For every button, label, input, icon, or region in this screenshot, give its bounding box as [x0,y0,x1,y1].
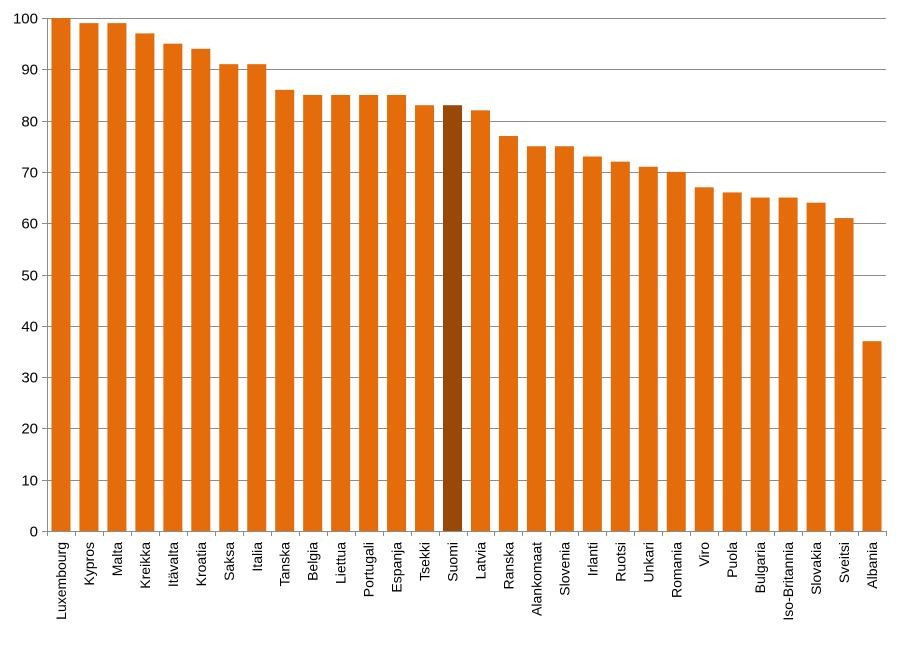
y-tick-label: 70 [21,165,38,182]
bar [498,135,518,532]
x-tick-label: Itävalta [165,542,181,587]
bar [247,64,267,532]
x-tick-label: Sveitsi [836,542,852,583]
bars [51,18,882,532]
bar [79,23,99,531]
bar [219,64,239,532]
bar [470,110,490,531]
x-tick-label: Malta [109,542,125,576]
bar [526,146,546,531]
x-tick-label: Latvia [472,542,488,580]
x-tick-label: Luxembourg [53,542,69,620]
bar [666,171,686,531]
x-tick-label: Puola [724,542,740,578]
x-tick-label: Portugali [361,542,377,597]
y-tick-label: 0 [30,524,38,541]
x-tick-label: Bulgaria [752,542,768,594]
bar [415,105,435,532]
x-tick-label: Tanska [277,542,293,587]
x-tick-label: Kroatia [193,542,209,587]
x-tick-label: Liettua [333,542,349,584]
bar [722,192,742,532]
x-tick-label: Viro [696,542,712,567]
y-tick-label: 90 [21,62,38,79]
bar [582,156,602,531]
x-tick-label: Albania [864,542,880,589]
x-tick-label: Slovenia [556,542,572,596]
y-tick-label: 40 [21,319,38,336]
bar [107,23,127,531]
bar [806,202,826,531]
bar [51,18,71,531]
x-tick-label: Iso-Britannia [780,542,796,621]
y-tick-label: 30 [21,370,38,387]
y-tick-label: 20 [21,421,38,438]
y-tick-label: 10 [21,473,38,490]
bar [443,105,463,532]
bar [750,197,770,532]
bar [778,197,798,532]
y-tick-labels: 0 10 20 30 40 50 60 70 80 90 100 [13,11,38,541]
bar [610,161,630,531]
x-tick-label: Alankomaat [528,542,544,616]
bar [554,146,574,531]
x-tick-label: Romania [668,542,684,598]
x-tick-label: Belgia [305,542,321,581]
x-tick-label: Ruotsi [612,542,628,582]
x-tick-label: Suomi [445,542,461,582]
bar [387,94,407,531]
bar [135,33,155,531]
y-tick-label: 100 [13,11,38,28]
x-tick-label: Kypros [81,542,97,586]
x-tick-label: Unkari [640,542,656,582]
bar [275,89,295,531]
bar [163,43,183,532]
gridlines [47,18,886,481]
x-tick-label: Espanja [389,542,405,593]
bar [303,94,323,531]
x-tick-label: Irlanti [584,542,600,576]
y-tick-label: 60 [21,216,38,233]
x-tick-label: Tsekki [417,542,433,581]
x-category-labels: Luxembourg Kypros Malta Kreikka Itävalta Kroa… [53,542,880,621]
y-tick-label: 80 [21,114,38,131]
bar [862,341,882,531]
bar [694,187,714,532]
x-tick-label: Saksa [221,542,237,581]
axes [42,18,887,536]
bar [834,218,854,531]
x-tick-label: Ranska [500,542,516,590]
bar [331,94,351,531]
bar [359,94,379,531]
y-tick-label: 50 [21,268,38,285]
x-tick-label: Italia [249,542,265,572]
x-tick-label: Kreikka [137,542,153,589]
bar [191,48,211,531]
x-tick-label: Slovakia [808,542,824,595]
bar [638,166,658,531]
